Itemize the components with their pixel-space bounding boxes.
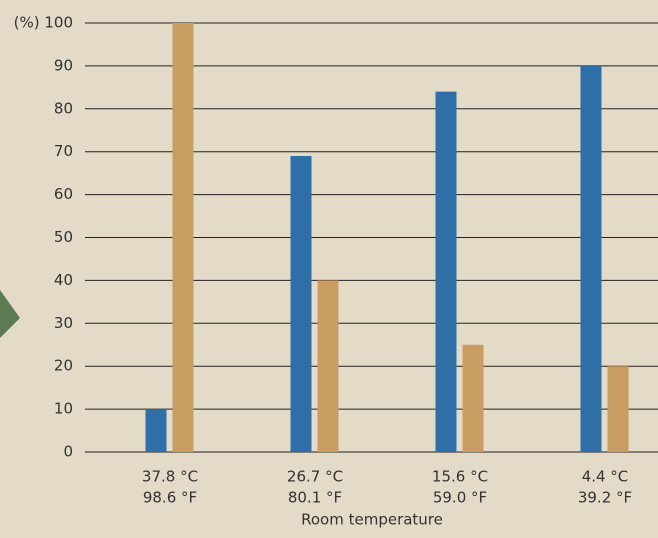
bar [317, 280, 339, 452]
y-tick-label: 70 [54, 142, 73, 160]
bar [145, 409, 167, 452]
x-tick-label: 39.2 °F [578, 489, 632, 507]
y-tick-label: 40 [54, 271, 73, 289]
y-tick-label: 90 [54, 56, 73, 74]
y-tick-label: 30 [54, 314, 73, 332]
x-tick-label: 4.4 °C [582, 468, 629, 486]
x-axis-label: Room temperature [301, 511, 443, 529]
y-tick-label: 60 [54, 185, 73, 203]
y-tick-label: 10 [54, 400, 73, 418]
bar [607, 366, 629, 452]
y-tick-label: 0 [63, 443, 73, 461]
bar [290, 155, 312, 453]
bar [580, 65, 602, 453]
y-tick-label: 80 [54, 99, 73, 117]
y-tick-label: 20 [54, 357, 73, 375]
x-tick-label: 37.8 °C [142, 468, 198, 486]
x-tick-label: 80.1 °F [288, 489, 342, 507]
y-tick-label: 50 [54, 228, 73, 246]
bar [462, 344, 484, 452]
y-tick-label: (%) 100 [14, 14, 73, 32]
decoration [0, 290, 20, 338]
x-tick-label: 98.6 °F [143, 489, 197, 507]
x-tick-label: 15.6 °C [432, 468, 488, 486]
x-tick-label: 59.0 °F [433, 489, 487, 507]
x-tick-label: 26.7 °C [287, 468, 343, 486]
bar [435, 91, 457, 452]
bar [172, 23, 194, 452]
